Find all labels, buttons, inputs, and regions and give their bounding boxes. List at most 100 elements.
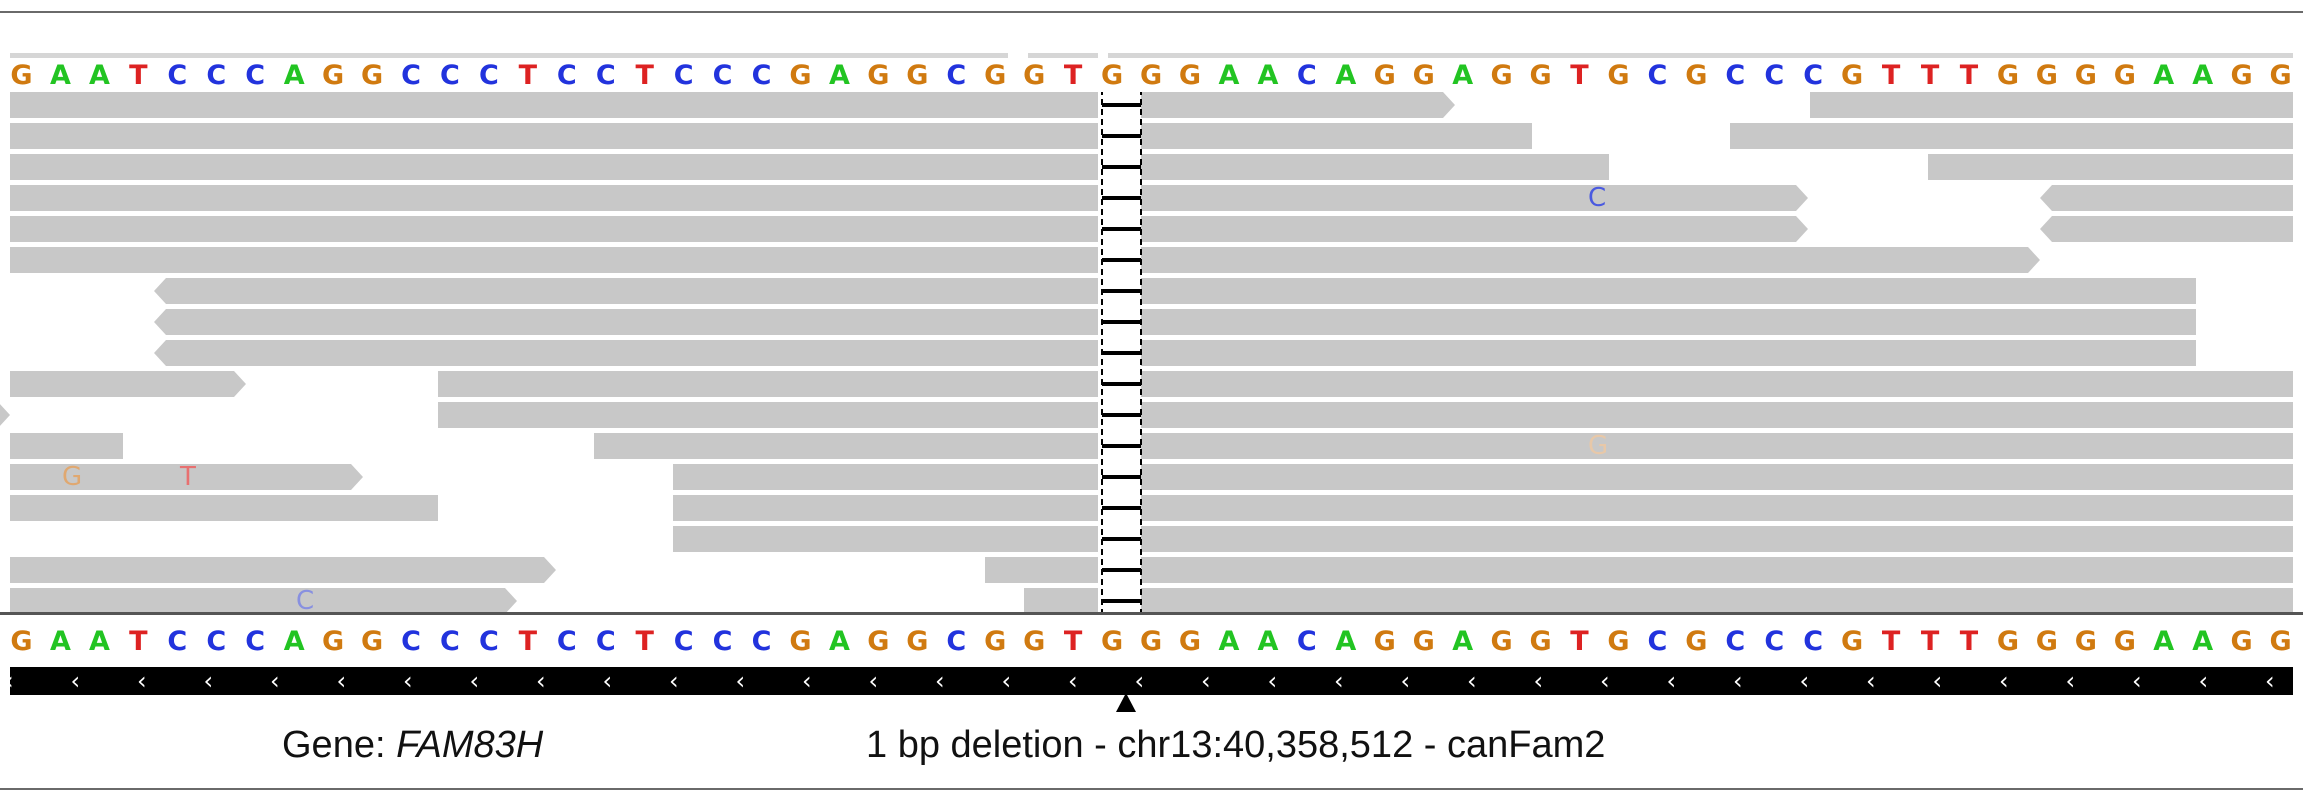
- sequencing-read: [1810, 92, 2293, 118]
- sequencing-read: [1141, 402, 2293, 428]
- reference-base: C: [206, 60, 227, 91]
- sequencing-read: [10, 123, 1098, 149]
- reference-base: A: [2192, 60, 2214, 91]
- strand-chevron-icon: ‹: [669, 667, 679, 695]
- reference-base: T: [518, 60, 538, 91]
- strand-chevron-icon: ‹: [2198, 667, 2209, 695]
- sequencing-read: [1141, 123, 1532, 149]
- reference-base: G: [2230, 626, 2253, 657]
- reference-base: G: [1607, 60, 1630, 91]
- reference-base: T: [635, 60, 654, 91]
- strand-chevron-icon: ‹: [1932, 667, 1943, 695]
- sequencing-read: [10, 464, 363, 490]
- reference-base: G: [2230, 60, 2253, 91]
- strand-chevron-icon: ‹: [2065, 667, 2076, 695]
- deletion-markers: [1101, 92, 1142, 612]
- reference-base: A: [2153, 60, 2175, 91]
- sequencing-read: [0, 402, 10, 428]
- reference-base: G: [2035, 626, 2058, 657]
- sequencing-read: [154, 309, 1098, 335]
- reference-base: G: [1373, 626, 1396, 657]
- mismatch-base: C: [296, 586, 315, 616]
- sequencing-read: [10, 495, 438, 521]
- reference-base: A: [49, 60, 71, 91]
- reference-base: G: [1685, 626, 1708, 657]
- reference-base: C: [1725, 626, 1746, 657]
- top-border: [0, 11, 2303, 13]
- sequencing-read: [154, 278, 1098, 304]
- reference-base: A: [1335, 60, 1357, 91]
- reference-base: G: [1529, 626, 1552, 657]
- sequencing-read: [10, 216, 1098, 242]
- strand-chevron-icon: ‹: [1001, 667, 1012, 695]
- sequencing-read: [2040, 216, 2293, 242]
- reference-base: C: [167, 60, 188, 91]
- reference-base: C: [206, 626, 227, 657]
- coverage-segment: [1028, 53, 1098, 58]
- reference-base: C: [440, 626, 460, 657]
- reference-base: G: [2035, 60, 2058, 91]
- sequencing-read: [10, 92, 1098, 118]
- reference-base: A: [1335, 626, 1357, 657]
- mismatch-base: C: [1588, 183, 1607, 213]
- reference-base: G: [1841, 626, 1864, 657]
- reference-base: A: [1452, 60, 1474, 91]
- sequencing-read: [438, 402, 1098, 428]
- reference-base: C: [595, 60, 616, 91]
- sequencing-read: [1141, 371, 2293, 397]
- sequencing-read: [10, 433, 123, 459]
- reference-base: A: [49, 626, 71, 657]
- reference-base: C: [478, 626, 499, 657]
- reference-base: G: [322, 60, 345, 91]
- sequencing-read: [10, 371, 246, 397]
- sequencing-read: [1928, 154, 2293, 180]
- reference-base: T: [1959, 60, 1979, 91]
- reference-base: G: [1101, 626, 1124, 657]
- sequencing-read: [10, 154, 1098, 180]
- reference-base: G: [10, 626, 33, 657]
- reference-base: G: [1139, 60, 1163, 91]
- sequencing-read: [1141, 588, 2293, 614]
- sequencing-read: [438, 371, 1098, 397]
- reference-base: C: [1803, 626, 1824, 657]
- reference-base: C: [946, 60, 967, 91]
- reference-base: C: [1725, 60, 1746, 91]
- reference-base: C: [712, 60, 733, 91]
- reference-base: C: [673, 60, 694, 91]
- strand-chevron-icon: ‹: [469, 667, 480, 695]
- reference-base: C: [478, 60, 499, 91]
- reference-base: T: [129, 626, 148, 657]
- reference-base: A: [283, 60, 305, 91]
- reference-base: G: [360, 60, 384, 91]
- strand-chevron-icon: ‹: [137, 667, 147, 695]
- reference-base: C: [1764, 626, 1785, 657]
- reference-base: G: [1412, 626, 1435, 657]
- reference-base: G: [2113, 60, 2136, 91]
- reference-base: G: [1412, 60, 1435, 91]
- sequencing-read: [673, 464, 1098, 490]
- reference-base: G: [360, 626, 384, 657]
- reference-base: C: [595, 626, 616, 657]
- reference-base: C: [1296, 626, 1317, 657]
- sequencing-read: [10, 247, 1098, 273]
- reference-base: G: [1607, 626, 1630, 657]
- reference-base: G: [867, 626, 890, 657]
- sequencing-read: [1141, 185, 1808, 211]
- sequencing-read: [1141, 557, 2293, 583]
- strand-chevron-icon: ‹: [1733, 667, 1743, 695]
- strand-chevron-icon: ‹: [70, 667, 81, 695]
- reference-base: A: [88, 60, 110, 91]
- strand-chevron-icon: ‹: [735, 667, 746, 695]
- reference-base: G: [789, 60, 812, 91]
- reference-base: A: [1257, 626, 1279, 657]
- reference-base: G: [906, 60, 929, 91]
- gene-track-bar: ‹ ‹ ‹ ‹ ‹ ‹ ‹ ‹ ‹ ‹ ‹ ‹ ‹ ‹ ‹ ‹ ‹ ‹ ‹ ‹ ‹ ‹ ‹ ‹ ‹ ‹ ‹ ‹ ‹ ‹ ‹ ‹ ‹ ‹ ‹: [10, 667, 2293, 695]
- reference-base: C: [1296, 60, 1317, 91]
- reference-base: G: [1101, 60, 1124, 91]
- reference-base: G: [2074, 60, 2097, 91]
- sequencing-read: [10, 557, 556, 583]
- reference-base: G: [1490, 60, 1513, 91]
- strand-chevron-icon: ‹: [1334, 667, 1344, 695]
- reference-base: G: [1373, 60, 1396, 91]
- reference-base: A: [2153, 626, 2175, 657]
